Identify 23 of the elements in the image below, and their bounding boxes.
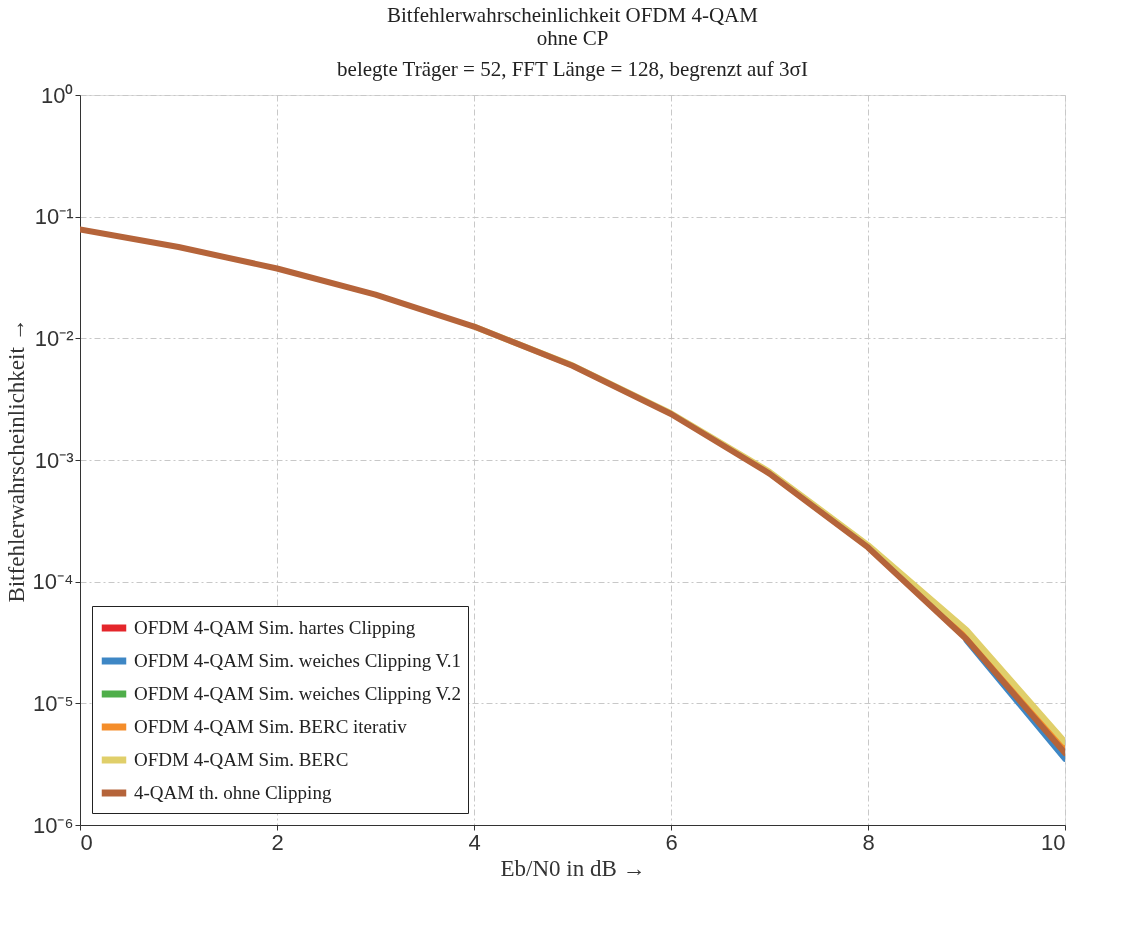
x-tick-label: 8 <box>862 829 875 855</box>
y-tick-label: 10⁰ <box>41 82 74 108</box>
y-tick-label: 10⁻⁵ <box>32 690 74 716</box>
x-axis-title: Eb/N0 in dB → <box>500 855 646 881</box>
legend-label: OFDM 4-QAM Sim. weiches Clipping V.2 <box>134 683 462 704</box>
legend-label: OFDM 4-QAM Sim. hartes Clipping <box>134 617 416 638</box>
y-tick-label: 10⁻⁶ <box>32 812 74 838</box>
x-tick-label: 6 <box>665 829 678 855</box>
x-tick-label: 10 <box>1041 829 1066 855</box>
x-tick-label: 4 <box>468 829 481 855</box>
y-axis-title: Bitfehlerwahrscheinlichkeit → <box>3 318 29 603</box>
y-tick-label: 10⁻² <box>34 325 74 351</box>
legend-label: 4-QAM th. ohne Clipping <box>134 782 332 803</box>
chart-title: Bitfehlerwahrscheinlichkeit OFDM 4-QAM ohne CP <box>387 3 759 50</box>
y-tick-label: 10⁻¹ <box>34 204 74 230</box>
x-tick-label: 0 <box>80 829 93 855</box>
x-tick-label: 2 <box>271 829 284 855</box>
legend-label: OFDM 4-QAM Sim. BERC iterativ <box>134 716 408 737</box>
legend-label: OFDM 4-QAM Sim. BERC <box>134 749 349 770</box>
chart-subtitle: belegte Träger = 52, FFT Länge = 128, begrenzt auf 3σI <box>337 57 808 81</box>
legend-label: OFDM 4-QAM Sim. weiches Clipping V.1 <box>134 650 462 671</box>
y-tick-label: 10⁻³ <box>34 447 74 473</box>
y-tick-label: 10⁻⁴ <box>32 569 74 595</box>
